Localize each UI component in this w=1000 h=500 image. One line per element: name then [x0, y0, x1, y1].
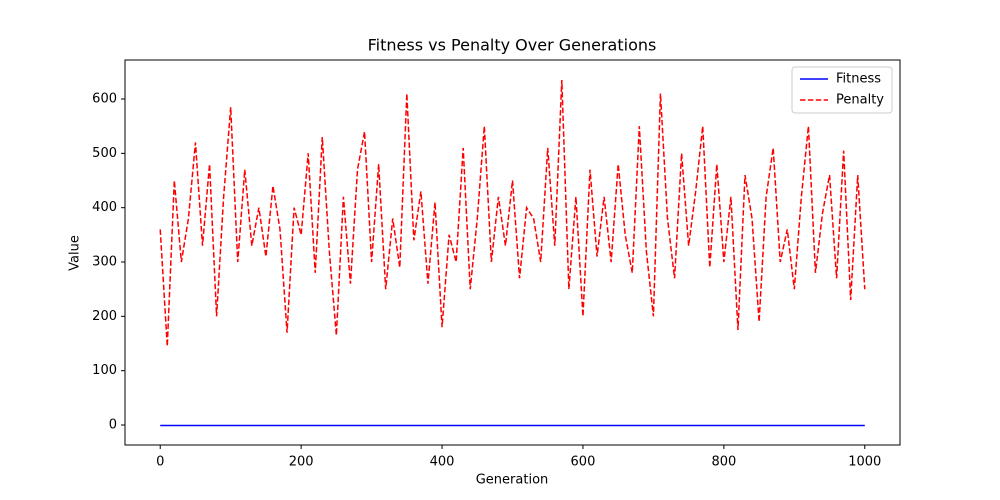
plot-frame — [124, 59, 901, 446]
y-tick-label: 600 — [92, 92, 117, 107]
y-tick-label: 400 — [92, 200, 117, 215]
chart-title: Fitness vs Penalty Over Generations — [368, 36, 657, 55]
x-tick-label: 800 — [711, 455, 736, 470]
y-tick-label: 500 — [92, 146, 117, 161]
y-tick-label: 200 — [92, 309, 117, 324]
x-tick-label: 200 — [289, 455, 314, 470]
x-tick-label: 400 — [430, 455, 455, 470]
x-tick-label: 1000 — [848, 455, 881, 470]
y-tick-label: 0 — [109, 418, 117, 433]
y-axis-label: Value — [68, 235, 83, 271]
y-tick-label: 300 — [92, 255, 117, 270]
series-line — [159, 79, 866, 347]
x-tick-label: 600 — [571, 455, 596, 470]
x-tick-label: 0 — [156, 455, 164, 470]
x-axis-label: Generation — [476, 473, 549, 488]
legend-label: Penalty — [836, 93, 884, 108]
legend-label: Fitness — [836, 72, 881, 87]
y-tick-label: 100 — [92, 363, 117, 378]
